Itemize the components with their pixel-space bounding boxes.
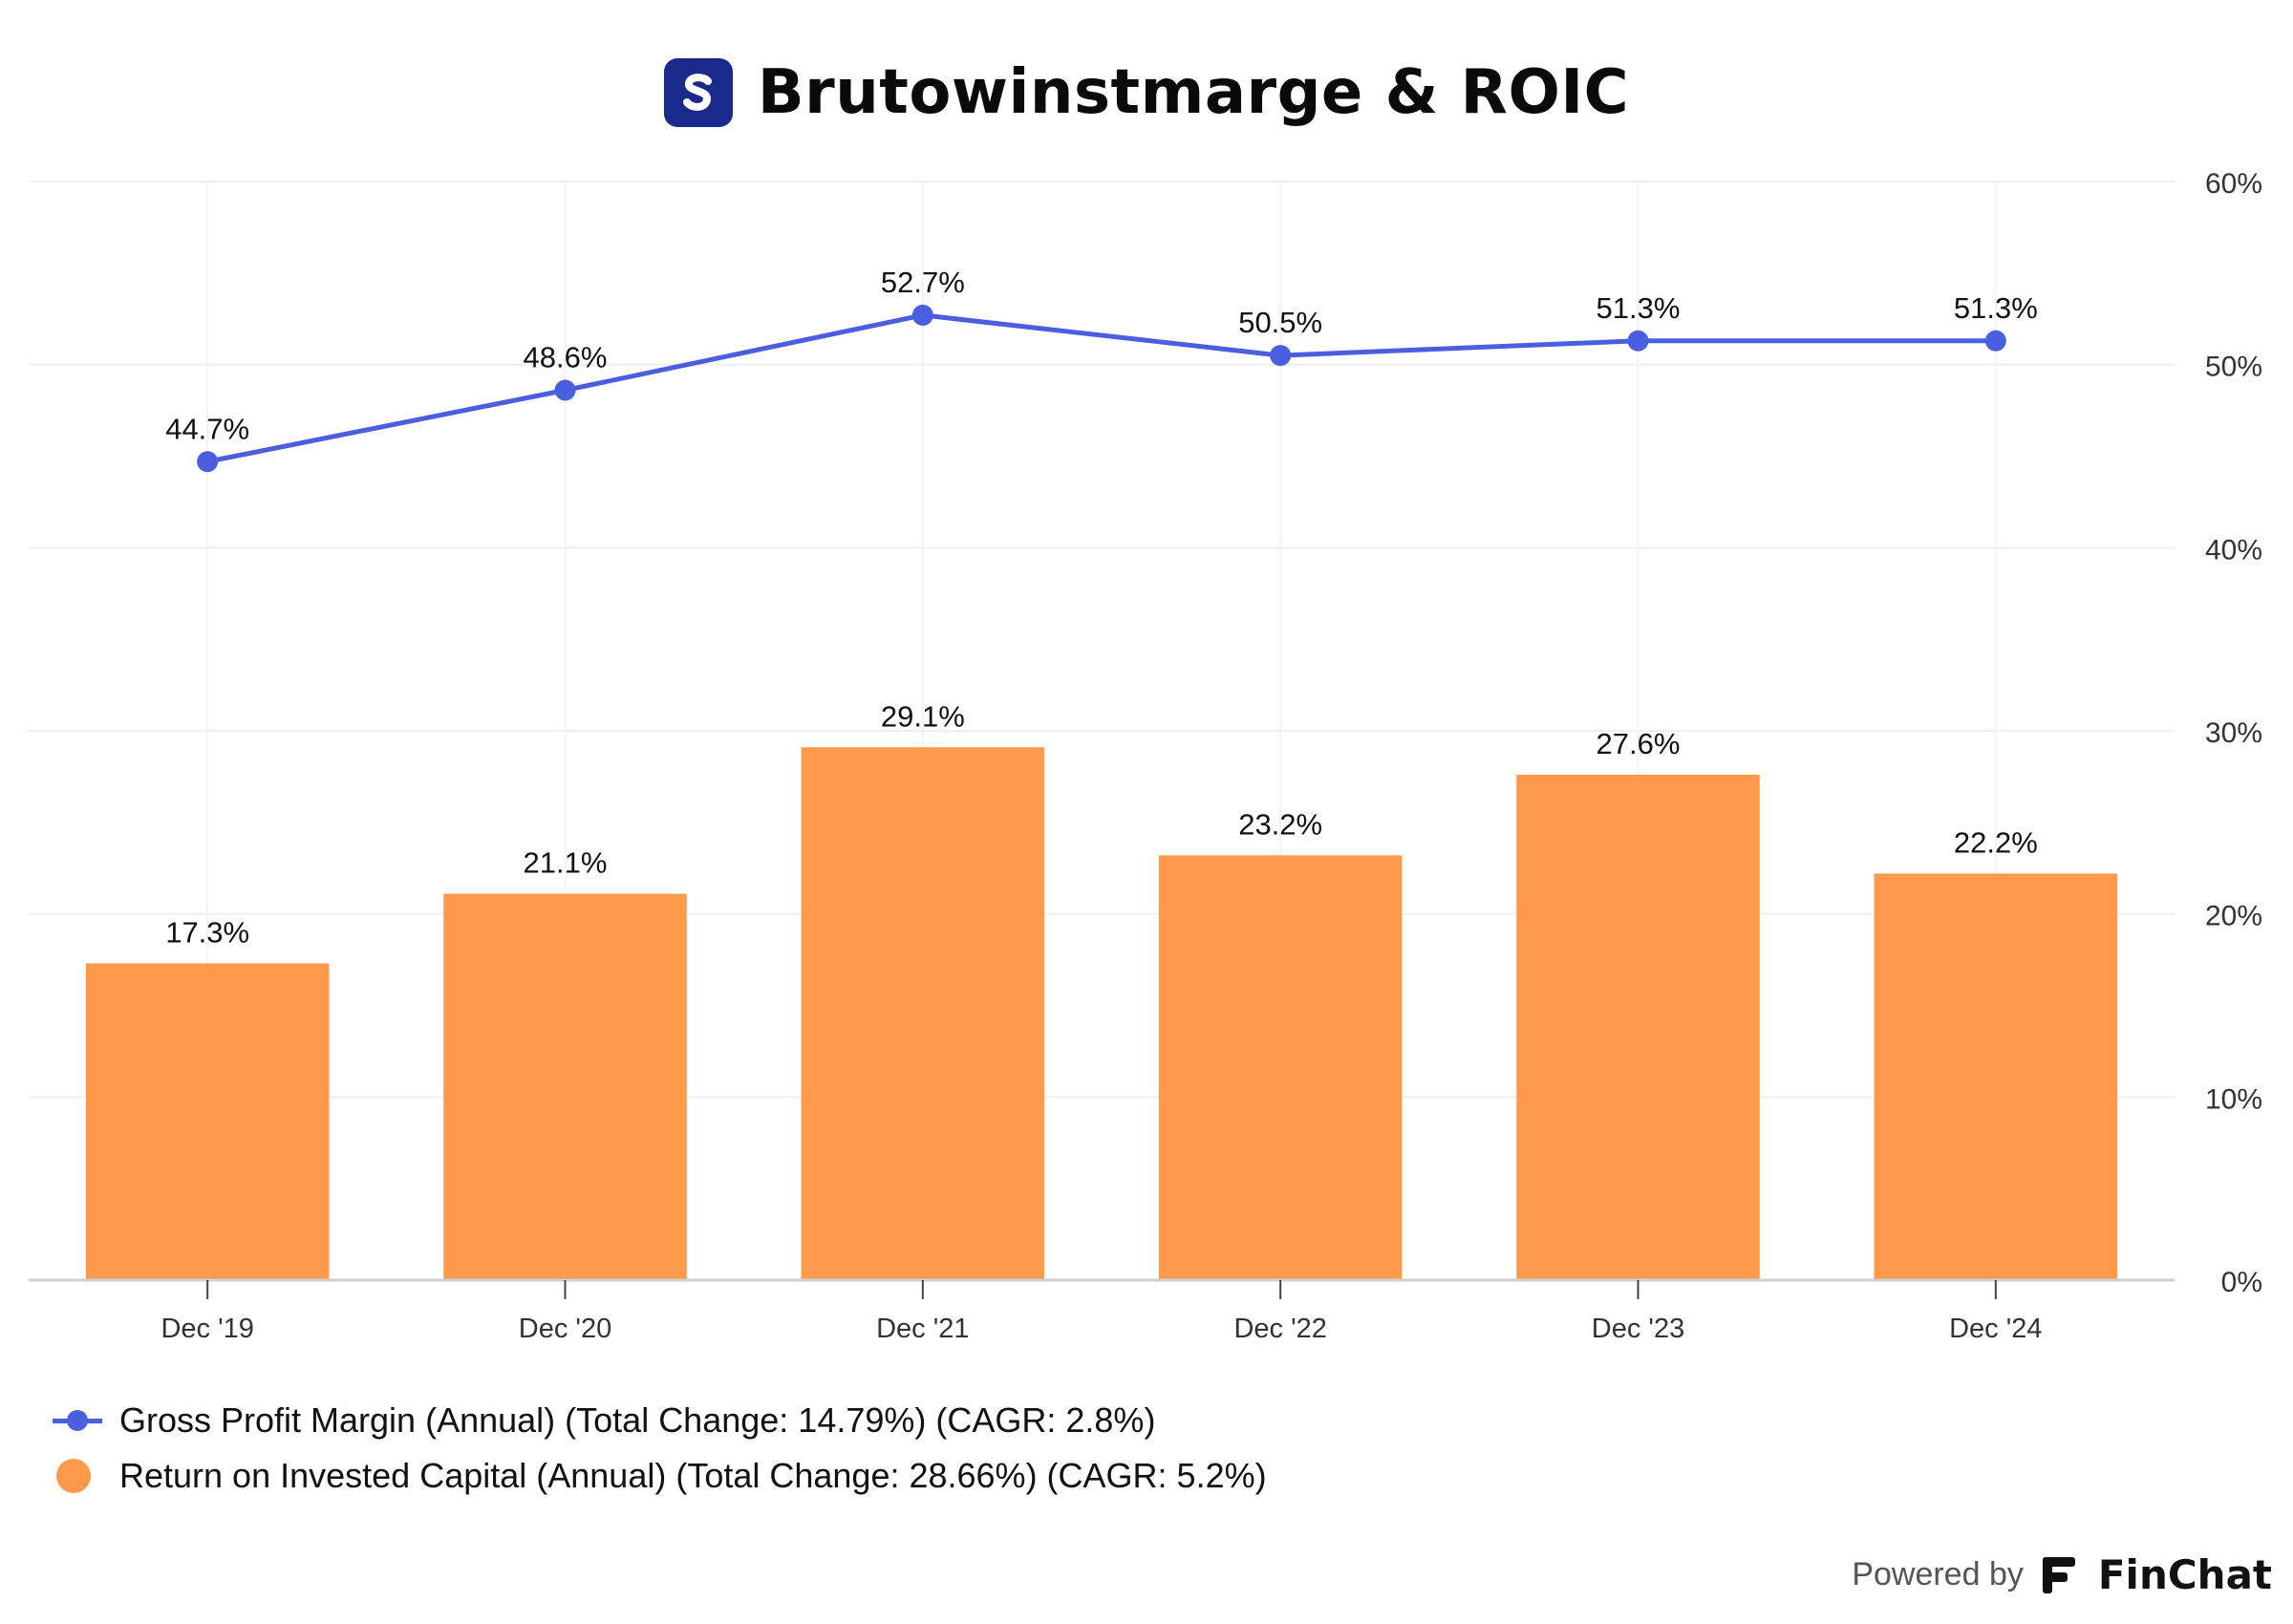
gross-margin-data-label: 48.6% xyxy=(524,341,608,374)
gross-margin-point xyxy=(1270,345,1292,367)
roic-data-label: 23.2% xyxy=(1238,807,1322,841)
legend-item-roic[interactable]: Return on Invested Capital (Annual) (Tot… xyxy=(53,1456,1267,1496)
gross-margin-line xyxy=(206,312,1996,464)
x-tick-label: Dec '23 xyxy=(1592,1314,1684,1344)
y-tick-label: 20% xyxy=(2205,901,2262,932)
gross-margin-data-label: 51.3% xyxy=(1954,291,2038,325)
roic-bar xyxy=(801,747,1045,1280)
y-tick-label: 40% xyxy=(2205,534,2262,566)
roic-data-label: 22.2% xyxy=(1954,826,2038,860)
roic-data-label: 21.1% xyxy=(524,846,608,880)
finchat-logo-icon xyxy=(2042,1556,2075,1593)
company-logo xyxy=(663,58,733,127)
roic-bar xyxy=(443,893,687,1280)
x-tick-label: Dec '24 xyxy=(1949,1314,2042,1344)
y-tick-label: 60% xyxy=(2205,168,2262,200)
gross-margin-data-label: 51.3% xyxy=(1597,291,1681,325)
gross-margin-data-label: 44.7% xyxy=(165,412,249,445)
roic-data-label: 29.1% xyxy=(881,699,965,733)
bar-series-marker-icon xyxy=(56,1459,91,1493)
roic-data-label: 17.3% xyxy=(165,915,249,949)
x-tick-label: Dec '22 xyxy=(1233,1314,1326,1344)
legend-item-gross-profit-margin[interactable]: Gross Profit Margin (Annual) (Total Chan… xyxy=(53,1400,1155,1441)
roic-bar xyxy=(1516,775,1760,1280)
legend-label-roic: Return on Invested Capital (Annual) (Tot… xyxy=(119,1456,1267,1495)
roic-bar xyxy=(85,963,330,1280)
x-tick-label: Dec '21 xyxy=(876,1314,969,1344)
roic-bar xyxy=(1158,855,1403,1280)
gross-margin-point xyxy=(554,379,576,401)
powered-by-label: Powered by xyxy=(1852,1556,2024,1592)
gross-margin-point xyxy=(1627,330,1649,352)
y-tick-label: 0% xyxy=(2221,1267,2262,1298)
gross-margin-point xyxy=(1984,330,2006,352)
legend-label-gross-profit-margin: Gross Profit Margin (Annual) (Total Chan… xyxy=(119,1400,1156,1440)
chart-header: Brutowinstmarge & ROIC xyxy=(0,50,2293,136)
finchat-brand: FinChat xyxy=(2097,1551,2272,1598)
chart-title: Brutowinstmarge & ROIC xyxy=(757,57,1630,128)
y-tick-label: 50% xyxy=(2205,352,2262,383)
gross-margin-point xyxy=(911,304,933,326)
gross-margin-data-label: 50.5% xyxy=(1238,306,1322,339)
y-tick-label: 10% xyxy=(2205,1083,2262,1115)
powered-by-footer: Powered by FinChat xyxy=(1852,1551,2272,1598)
roic-bar xyxy=(1874,873,2118,1280)
gross-margin-point xyxy=(197,451,219,473)
x-tick-label: Dec '19 xyxy=(161,1314,253,1344)
roic-data-label: 27.6% xyxy=(1597,727,1681,760)
logo-s-icon xyxy=(682,74,712,111)
y-tick-label: 30% xyxy=(2205,717,2262,749)
line-series-marker-icon xyxy=(53,1403,102,1438)
gross-margin-data-label: 52.7% xyxy=(881,266,965,299)
x-tick-label: Dec '20 xyxy=(519,1314,611,1344)
